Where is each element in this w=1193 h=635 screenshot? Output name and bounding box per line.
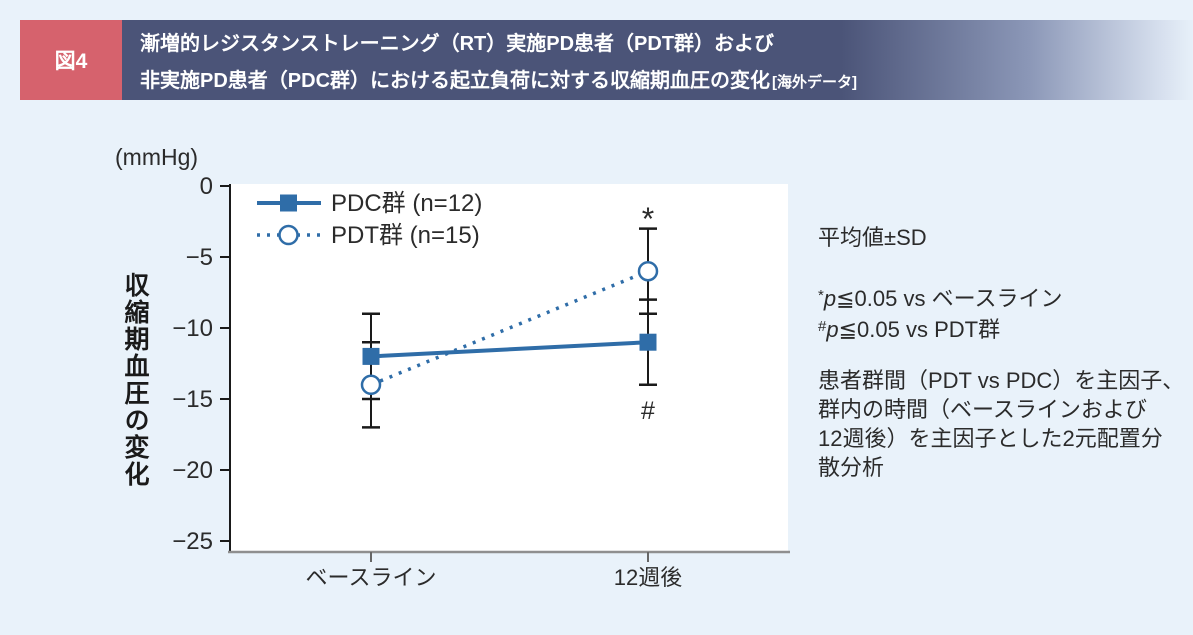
y-tick-label: −15 (172, 386, 213, 413)
legend-item-pdt: PDT群 (n=15) (257, 222, 480, 249)
p-italic: p (823, 286, 837, 311)
legend-label-pdt: PDT群 (n=15) (331, 222, 480, 249)
figure-header: 図4 漸増的レジスタンストレーニング（RT）実施PD患者（PDT群）および 非実… (20, 20, 1193, 100)
pdc-square-marker-icon (280, 194, 297, 212)
y-axis: 0 −5 −10 −15 −20 −25 (172, 173, 231, 555)
y-axis-title: 収縮期血圧の変化 (121, 272, 149, 488)
figure-title-line1: 漸増的レジスタンストレーニング（RT）実施PD患者（PDT群）および (140, 33, 775, 55)
data-point-square (639, 333, 657, 351)
annotation-hash: # (641, 397, 655, 425)
series-line-0 (370, 340, 649, 359)
plot-area (230, 184, 788, 552)
x-tick-label-12weeks: 12週後 (614, 565, 682, 590)
analysis-line: 12週後）を主因子とした2元配置分 (818, 426, 1163, 451)
annotation-asterisk: * (642, 201, 654, 237)
data-point-circle (360, 374, 382, 396)
footnote-hash-text: ≦0.05 vs PDT群 (838, 317, 1001, 342)
footnote-asterisk-text: ≦0.05 vs ベースライン (836, 286, 1063, 311)
analysis-line: 散分析 (818, 455, 885, 480)
data-point-square (362, 347, 380, 365)
analysis-note: 患者群間（PDT vs PDC）を主因子、 群内の時間（ベースラインおよび 12… (818, 366, 1184, 482)
y-tick-label: −25 (172, 528, 213, 555)
y-axis-unit-label: (mmHg) (115, 144, 198, 170)
figure-title: 漸増的レジスタンストレーニング（RT）実施PD患者（PDT群）および 非実施PD… (140, 26, 857, 101)
series-markers (360, 260, 659, 396)
series-lines (370, 269, 649, 387)
analysis-line: 患者群間（PDT vs PDC）を主因子、 (818, 368, 1185, 393)
hash-marker: # (818, 318, 827, 335)
figure-title-line2: 非実施PD患者（PDC群）における起立負荷に対する収縮期血圧の変化 [海外データ] (140, 63, 857, 101)
y-tick-label: −20 (172, 457, 213, 484)
legend-label-pdc: PDC群 (n=12) (331, 190, 482, 217)
pdt-circle-marker-icon (278, 224, 299, 246)
sbp-change-line-chart: (mmHg) 0 −5 −10 −15 −20 −25 ベースライン 12週後 (115, 144, 790, 590)
figure-number-badge: 図4 (20, 20, 122, 100)
asterisk-marker: * (818, 287, 824, 304)
analysis-line: 群内の時間（ベースラインおよび (818, 397, 1147, 422)
y-tick-label: −5 (186, 244, 213, 271)
footnotes: *p≦0.05 vs ベースライン #p≦0.05 vs PDT群 (818, 282, 1062, 344)
y-tick-label: −10 (172, 315, 213, 342)
legend: PDC群 (n=12) PDT群 (n=15) (257, 190, 482, 249)
footnote-hash: #p≦0.05 vs PDT群 (818, 313, 1062, 344)
p-italic: p (826, 317, 839, 342)
y-tick-label: 0 (200, 173, 213, 200)
mean-sd-note: 平均値±SD (818, 225, 927, 250)
legend-item-pdc: PDC群 (n=12) (257, 190, 482, 217)
data-point-circle (637, 260, 659, 282)
footnote-asterisk: *p≦0.05 vs ベースライン (818, 282, 1062, 313)
x-tick-label-baseline: ベースライン (306, 565, 437, 590)
x-axis: ベースライン 12週後 (228, 550, 790, 590)
figure-title-line2-text: 非実施PD患者（PDC群）における起立負荷に対する収縮期血圧の変化 (140, 70, 771, 92)
overseas-data-tag: [海外データ] (772, 74, 858, 91)
